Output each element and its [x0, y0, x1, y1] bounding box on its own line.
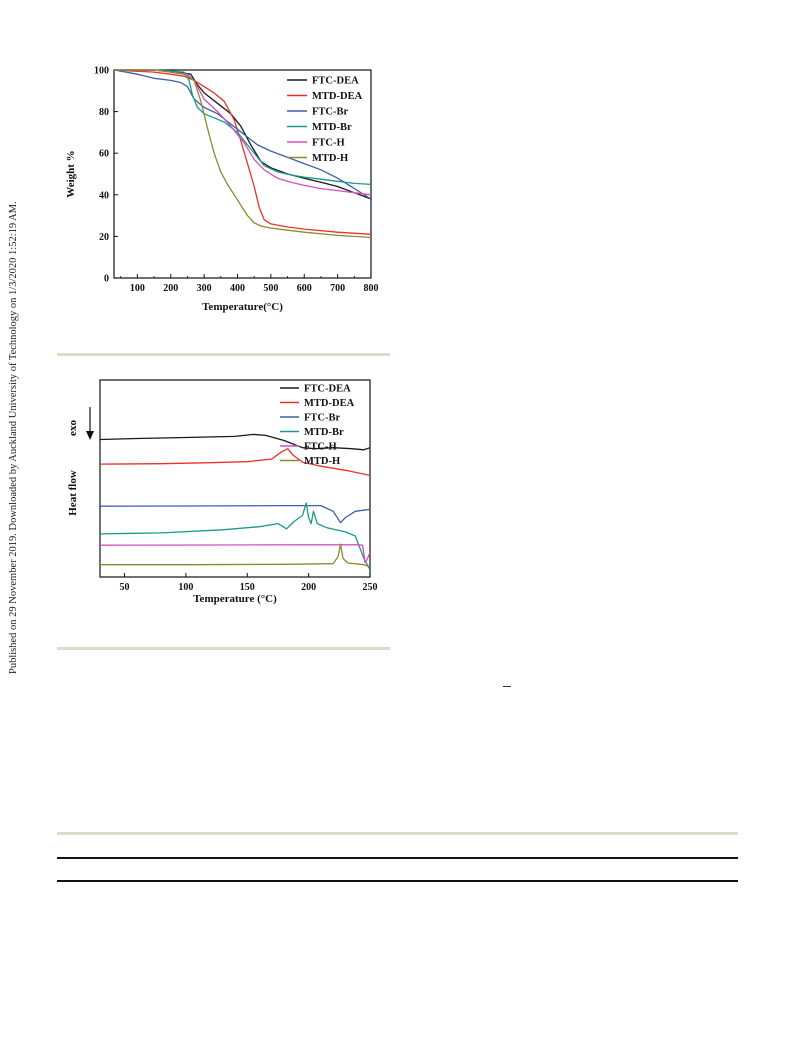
x-tick-label: 50 [120, 582, 130, 593]
legend-label: FTC-DEA [312, 76, 359, 87]
series-line-ftc-br [114, 69, 371, 200]
x-tick-label: 500 [263, 283, 278, 294]
y-tick-label: 100 [94, 66, 109, 77]
series-line-mtd-dea [114, 69, 371, 235]
x-tick-label: 250 [363, 582, 378, 593]
y-tick-label: 0 [104, 274, 109, 285]
x-tick-label: 200 [163, 283, 178, 294]
figure-separator [57, 647, 390, 650]
y-axis-label: Heat flow [67, 470, 79, 516]
x-axis-label: Temperature(°C) [202, 301, 283, 313]
plot-frame [99, 379, 371, 578]
y-axis-label: Weight % [65, 150, 77, 197]
x-tick-label: 700 [330, 283, 345, 294]
series-line-ftc-dea [100, 433, 370, 451]
legend-label: MTD-Br [304, 427, 344, 438]
x-tick-label: 600 [297, 283, 312, 294]
legend-label: MTD-H [304, 456, 340, 467]
legend-label: FTC-H [312, 138, 345, 149]
y-tick-label: 60 [99, 149, 109, 160]
side-watermark: Published on 29 November 2019. Downloade… [0, 0, 30, 1039]
series-line-mtd-h [114, 69, 371, 239]
y-tick-label: 20 [99, 232, 109, 243]
series-line-mtd-br [100, 502, 370, 571]
table-top-rule [57, 857, 738, 859]
series-line-mtd-dea [100, 448, 370, 477]
x-tick-label: 300 [197, 283, 212, 294]
x-axis-label: Temperature (°C) [193, 593, 277, 605]
x-tick-label: 150 [240, 582, 255, 593]
y-tick-label: 40 [99, 190, 109, 201]
x-tick-label: 800 [364, 283, 379, 294]
series-line-ftc-dea [114, 69, 371, 200]
x-tick-label: 200 [301, 582, 316, 593]
table-separator [57, 832, 738, 835]
exo-arrow-head [86, 431, 94, 440]
legend-label: MTD-DEA [304, 398, 355, 409]
series-line-ftc-h [100, 544, 370, 564]
series-line-mtd-h [100, 543, 370, 568]
tiny-mark [503, 686, 511, 687]
x-tick-label: 400 [230, 283, 245, 294]
plot-frame [113, 69, 372, 279]
x-tick-label: 100 [178, 582, 193, 593]
figure-separator [57, 353, 390, 356]
dsc-chart: 50 100 150 200 250 Temperature (°C) Heat flow e… [67, 379, 378, 605]
series-group [100, 433, 370, 571]
table-header-rule [57, 880, 738, 882]
legend-label: MTD-Br [312, 122, 352, 133]
y-tick-label: 80 [99, 107, 109, 118]
legend-label: MTD-DEA [312, 91, 363, 102]
exo-label: exo [67, 420, 79, 436]
legend-label: FTC-H [304, 442, 337, 453]
tga-chart: 100 200 300 400 500 600 700 800 0 20 40 60 80 100 Temp… [65, 66, 379, 314]
legend-label: MTD-H [312, 153, 348, 164]
x-tick-label: 100 [130, 283, 145, 294]
series-group [114, 69, 371, 239]
legend-label: FTC-Br [312, 107, 349, 118]
legend-label: FTC-Br [304, 413, 341, 424]
side-watermark-text: Published on 29 November 2019. Downloade… [8, 201, 19, 674]
legend-label: FTC-DEA [304, 384, 351, 395]
series-line-ftc-br [100, 504, 370, 524]
